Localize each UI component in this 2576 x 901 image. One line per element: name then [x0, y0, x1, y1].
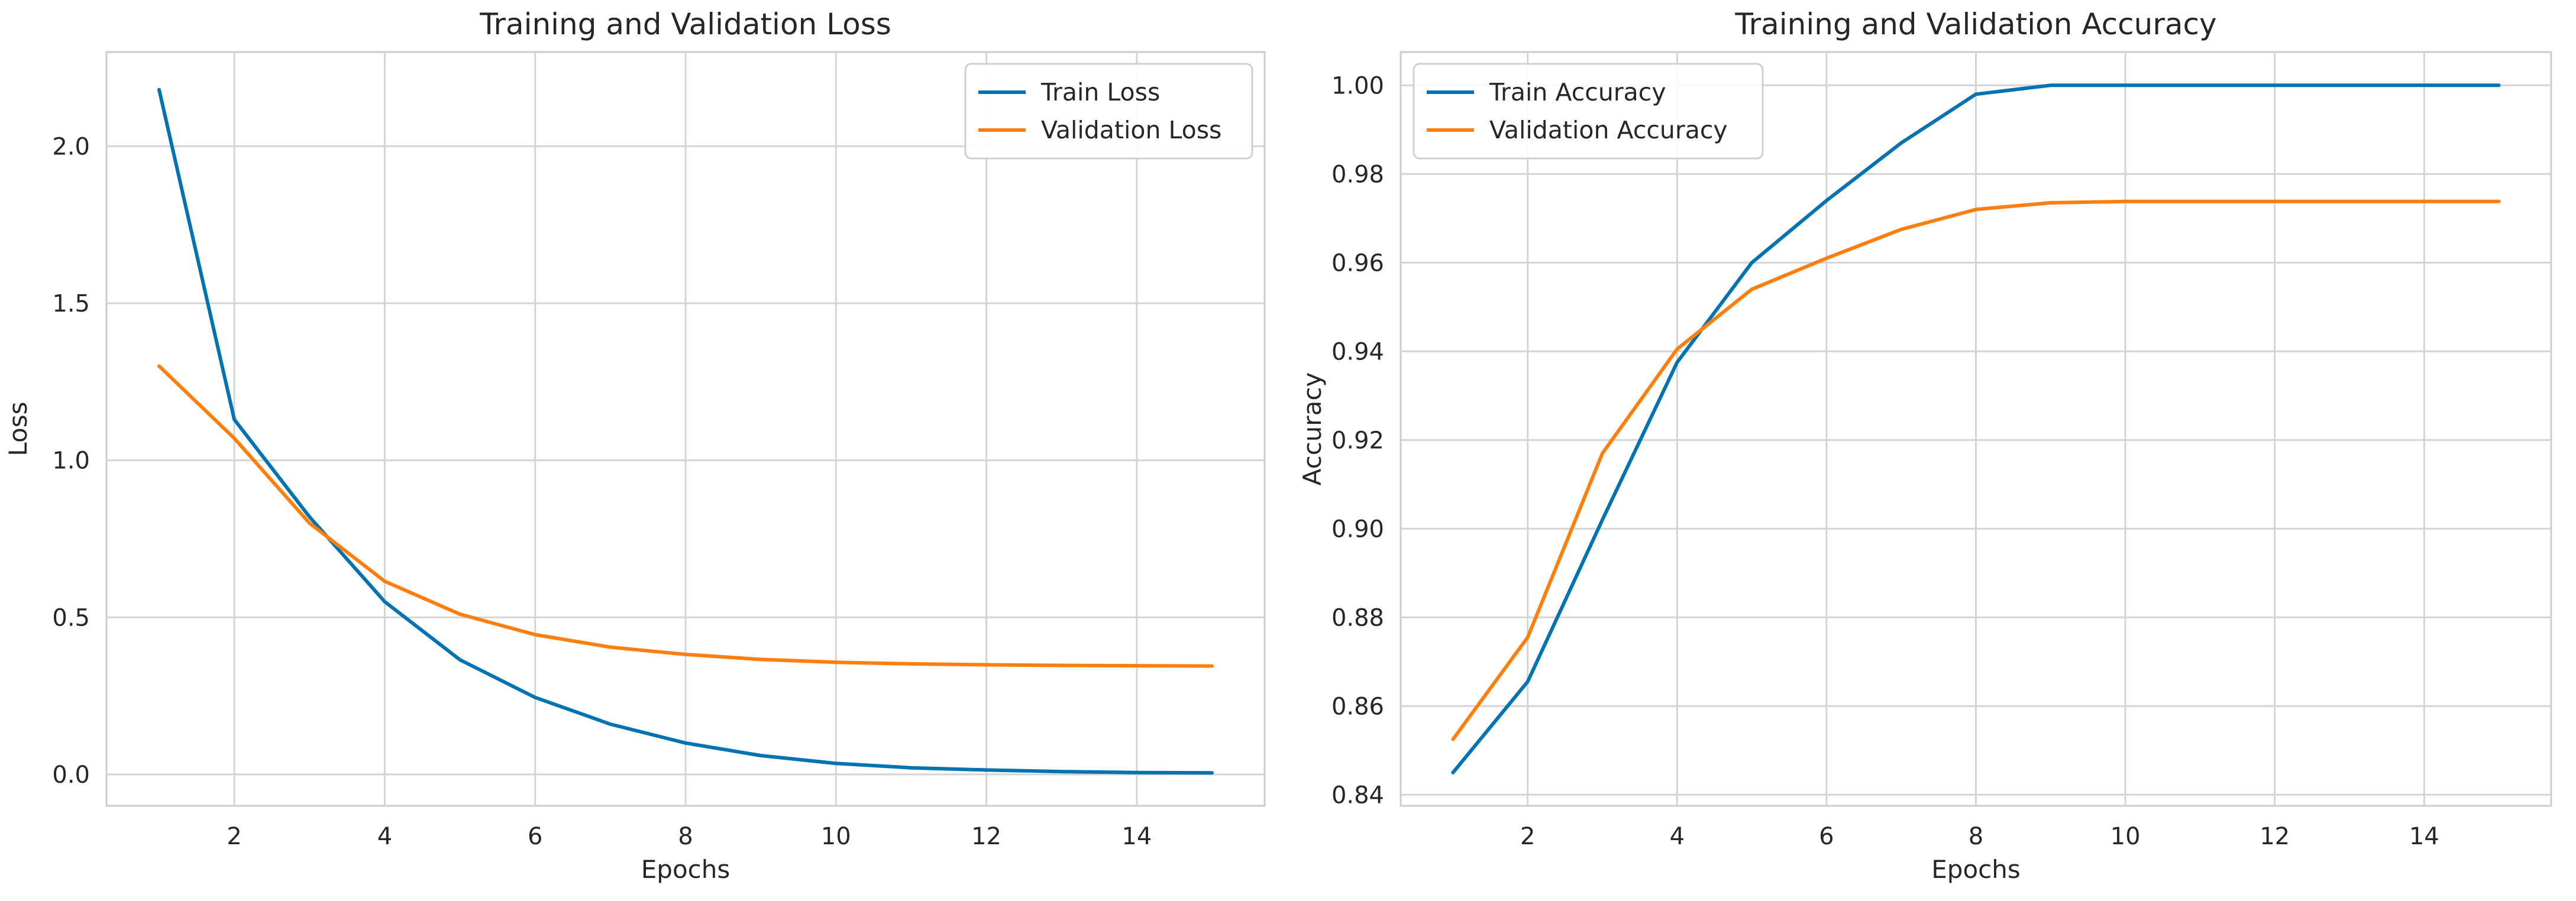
y-tick-label: 0.92 [1331, 427, 1384, 454]
y-tick-label: 0.84 [1331, 782, 1384, 809]
x-tick-label: 4 [377, 823, 392, 850]
y-tick-label: 0.98 [1331, 161, 1384, 188]
legend: Train Loss Validation Loss [964, 63, 1253, 160]
y-tick-label: 1.5 [52, 290, 90, 317]
x-tick-label: 8 [678, 823, 693, 850]
legend-entry: Validation Loss [1041, 116, 1221, 144]
y-axis-label: Accuracy [1298, 372, 1327, 486]
series-line-train [157, 87, 1214, 775]
legend-entry: Train Accuracy [1489, 78, 1666, 106]
accuracy-chart: 2 4 6 8 10 12 14 0.84 0.86 0.88 0.90 0.92 0.94 0.96 0.… [1298, 7, 2552, 884]
legend-frame [1413, 63, 1764, 160]
y-tick-label: 0.88 [1331, 604, 1384, 631]
legend: Train Accuracy Validation Accuracy [1413, 63, 1764, 160]
series-line-validation [1451, 199, 2501, 741]
series-line-validation [157, 364, 1214, 668]
legend-entry: Train Loss [1040, 78, 1160, 106]
x-tick-label: 12 [971, 823, 1001, 850]
y-tick-label: 2.0 [52, 133, 90, 160]
legend-frame [964, 63, 1253, 160]
series-line-train [1451, 83, 2501, 774]
x-tick-label: 2 [227, 823, 241, 850]
x-tick-label: 12 [2260, 823, 2290, 850]
x-tick-label: 4 [1670, 823, 1685, 850]
y-tick-label: 0.5 [52, 604, 90, 631]
y-tick-label: 1.0 [52, 448, 90, 475]
loss-chart: 2 4 6 8 10 12 14 0.0 0.5 1.0 1.5 2.0 Training and Va… [4, 7, 1266, 884]
x-tick-label: 14 [2409, 823, 2439, 850]
y-tick-label: 1.00 [1331, 72, 1384, 99]
y-tick-label: 0.96 [1331, 249, 1384, 277]
y-tick-label: 0.94 [1331, 338, 1384, 365]
x-tick-label: 8 [1969, 823, 1983, 850]
y-axis-label: Loss [4, 401, 33, 456]
x-axis-label: Epochs [1931, 855, 2021, 884]
y-tick-label: 0.0 [52, 761, 90, 789]
x-axis-label: Epochs [641, 855, 731, 884]
y-tick-label: 0.86 [1331, 693, 1384, 720]
chart-title: Training and Validation Loss [479, 7, 891, 41]
x-tick-label: 10 [821, 823, 851, 850]
y-tick-label: 0.90 [1331, 516, 1384, 543]
legend-entry: Validation Accuracy [1489, 116, 1728, 144]
x-tick-label: 6 [528, 823, 542, 850]
chart-title: Training and Validation Accuracy [1734, 7, 2216, 41]
x-tick-label: 14 [1121, 823, 1152, 850]
x-tick-label: 2 [1520, 823, 1535, 850]
x-tick-label: 6 [1819, 823, 1834, 850]
x-tick-label: 10 [2110, 823, 2141, 850]
